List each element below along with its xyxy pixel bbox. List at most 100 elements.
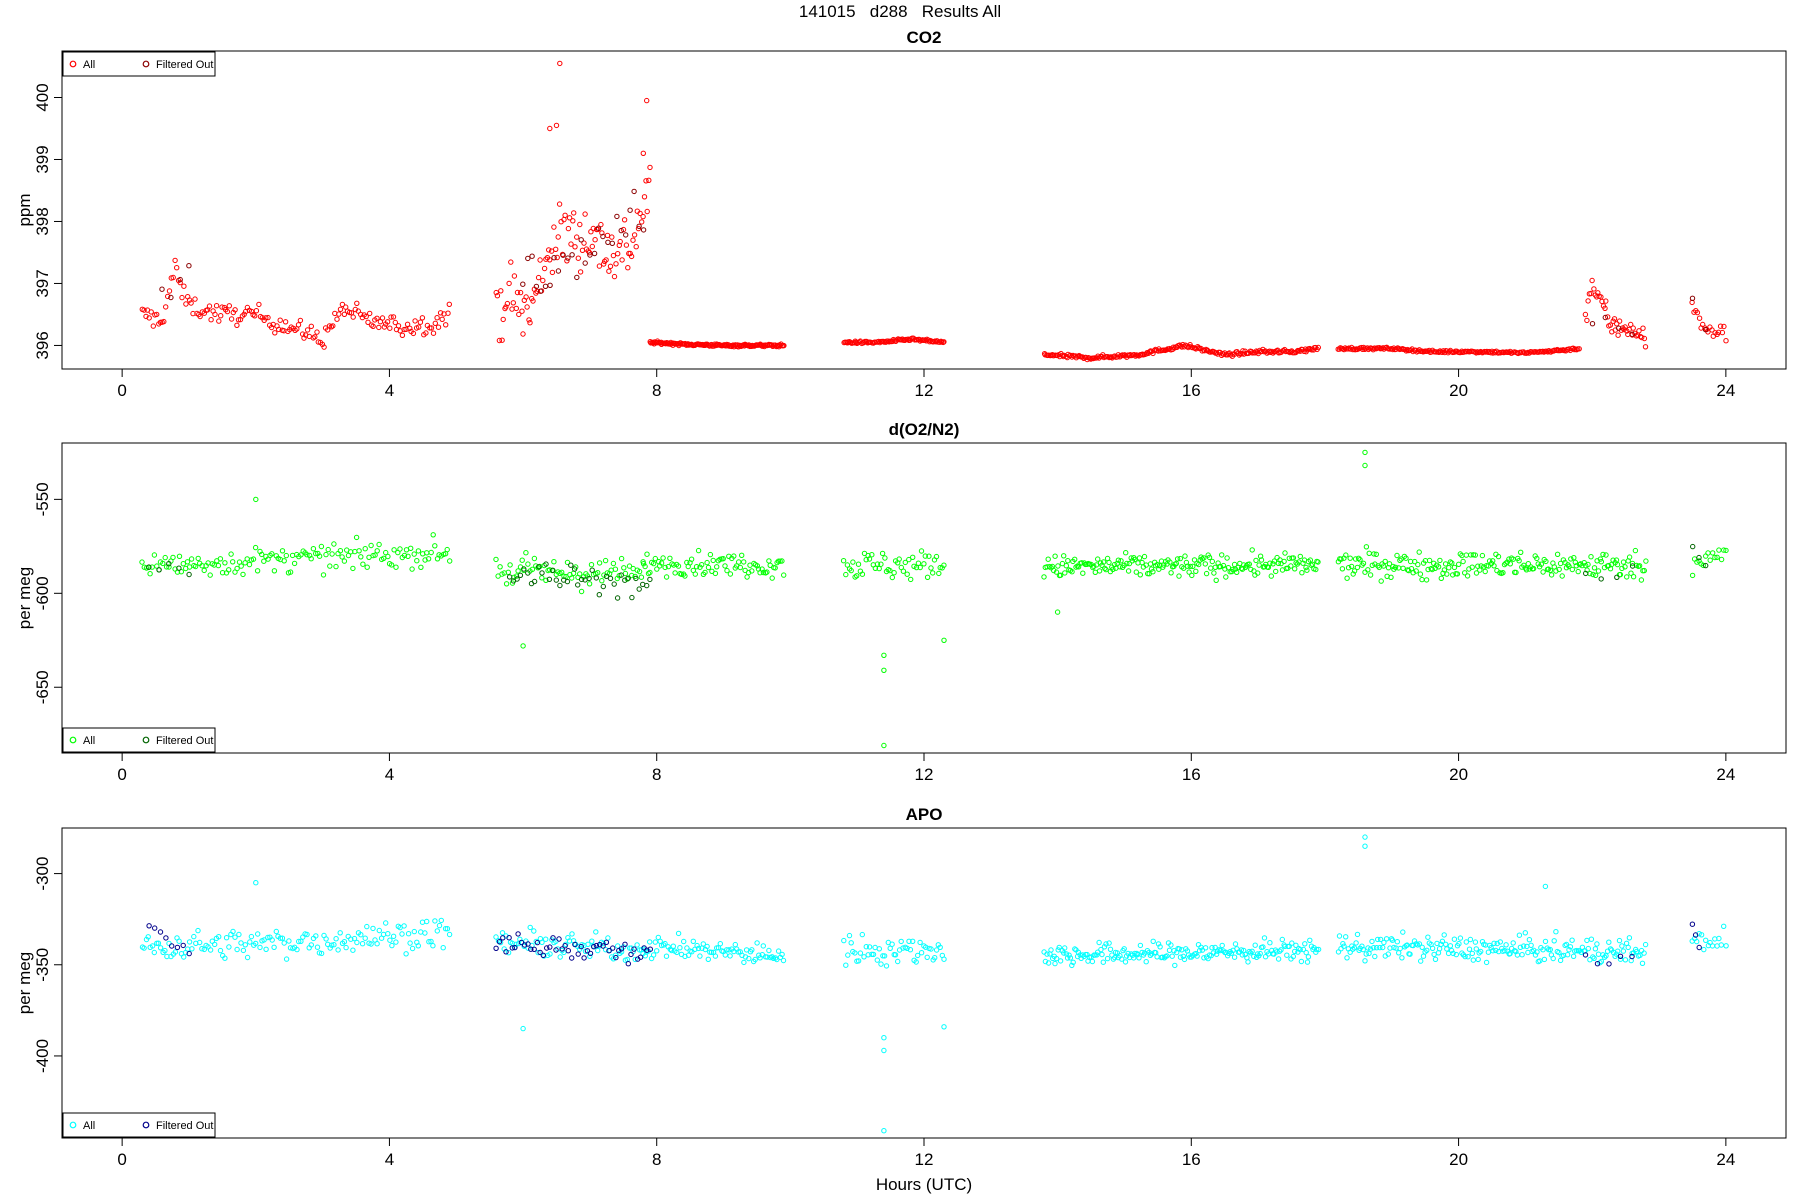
co2-point xyxy=(768,342,775,348)
apo-point xyxy=(1252,942,1258,948)
apo-point xyxy=(1177,954,1184,960)
apo-point xyxy=(407,940,413,946)
apo-point xyxy=(1300,946,1307,953)
apo-filtered-point xyxy=(637,954,644,960)
o2n2-filtered-point xyxy=(647,576,653,583)
o2n2-point xyxy=(1598,559,1605,565)
o2n2-point xyxy=(1133,569,1140,575)
apo-point xyxy=(399,931,405,937)
o2n2-point xyxy=(626,563,633,569)
o2n2-point xyxy=(1437,557,1443,564)
co2-point xyxy=(516,311,522,318)
apo-y-tick-label: -300 xyxy=(33,857,52,891)
co2-point xyxy=(314,329,320,335)
o2n2-point xyxy=(1462,570,1468,576)
o2n2-point xyxy=(195,555,201,562)
co2-filtered-point xyxy=(609,240,615,247)
o2n2-point xyxy=(766,558,772,564)
apo-point xyxy=(1465,954,1471,960)
o2n2-point xyxy=(519,557,525,563)
o2n2-point xyxy=(1530,565,1537,572)
apo-point xyxy=(1416,941,1423,947)
co2-point xyxy=(499,337,505,343)
apo-filtered-point xyxy=(575,951,581,957)
apo-point xyxy=(269,937,275,943)
apo-point xyxy=(1213,951,1220,957)
o2n2-point xyxy=(337,548,344,554)
o2n2-point xyxy=(1378,578,1384,584)
apo-point xyxy=(881,953,888,959)
o2n2-point xyxy=(1525,561,1532,567)
apo-point xyxy=(1510,940,1516,946)
o2n2-point xyxy=(1273,568,1279,575)
co2-point xyxy=(549,269,556,276)
apo-point xyxy=(1448,947,1455,954)
apo-point xyxy=(910,938,916,944)
apo-point xyxy=(697,953,703,959)
apo-point xyxy=(1292,948,1298,955)
apo-filtered-point xyxy=(544,945,550,951)
o2n2-point xyxy=(577,571,583,577)
co2-point xyxy=(348,310,355,316)
apo-point xyxy=(348,936,354,942)
o2n2-point xyxy=(444,546,450,553)
o2n2-point xyxy=(414,558,420,564)
co2-filtered-point xyxy=(168,294,174,301)
apo-point xyxy=(1365,945,1371,951)
apo-x-tick-label: 16 xyxy=(1182,1150,1201,1169)
apo-filtered-point xyxy=(610,945,616,951)
o2n2-point xyxy=(741,559,747,565)
apo-point xyxy=(1164,953,1170,959)
o2n2-outlier-point xyxy=(881,667,887,673)
o2n2-point xyxy=(737,564,743,571)
apo-point xyxy=(587,953,593,959)
co2-point xyxy=(165,293,171,300)
o2n2-point xyxy=(1191,557,1198,563)
o2n2-point xyxy=(629,572,635,579)
o2n2-point xyxy=(744,574,750,580)
o2n2-point xyxy=(1093,562,1100,568)
o2n2-point xyxy=(1268,573,1275,579)
co2-point xyxy=(530,298,536,304)
o2n2-point xyxy=(933,553,940,560)
o2n2-point xyxy=(1132,556,1138,563)
co2-filtered-point xyxy=(591,250,598,257)
co2-filtered-point xyxy=(1616,325,1622,331)
apo-point xyxy=(1344,955,1350,961)
o2n2-point xyxy=(1491,563,1497,569)
apo-point xyxy=(681,938,687,945)
co2-point xyxy=(1641,335,1648,342)
apo-point xyxy=(1053,955,1060,962)
apo-point xyxy=(1607,946,1614,952)
o2n2-point xyxy=(1209,558,1216,565)
apo-filtered-point xyxy=(528,946,534,952)
co2-point xyxy=(312,334,318,340)
apo-point xyxy=(265,934,271,941)
co2-point xyxy=(547,257,553,263)
apo-point xyxy=(1351,945,1358,951)
o2n2-point xyxy=(1347,555,1353,561)
apo-point xyxy=(418,929,424,935)
apo-point xyxy=(749,947,755,953)
apo-point xyxy=(1718,942,1725,948)
co2-point xyxy=(423,330,429,336)
co2-point xyxy=(226,303,233,309)
o2n2-point xyxy=(878,561,884,567)
apo-point xyxy=(223,935,230,941)
co2-point xyxy=(1628,321,1634,328)
co2-y-tick-label: 396 xyxy=(33,331,52,359)
co2-point xyxy=(197,313,203,320)
o2n2-point xyxy=(388,562,395,568)
co2-point xyxy=(188,300,194,306)
apo-filtered-point xyxy=(628,951,634,958)
co2-title: CO2 xyxy=(907,28,942,47)
apo-point xyxy=(1202,945,1209,951)
o2n2-point xyxy=(1217,563,1224,570)
co2-point xyxy=(218,313,224,319)
apo-point xyxy=(663,953,670,959)
o2n2-point xyxy=(1429,566,1435,573)
o2n2-point xyxy=(1490,558,1496,564)
co2-point xyxy=(555,234,561,240)
o2n2-point xyxy=(781,572,787,578)
apo-point xyxy=(855,958,862,964)
